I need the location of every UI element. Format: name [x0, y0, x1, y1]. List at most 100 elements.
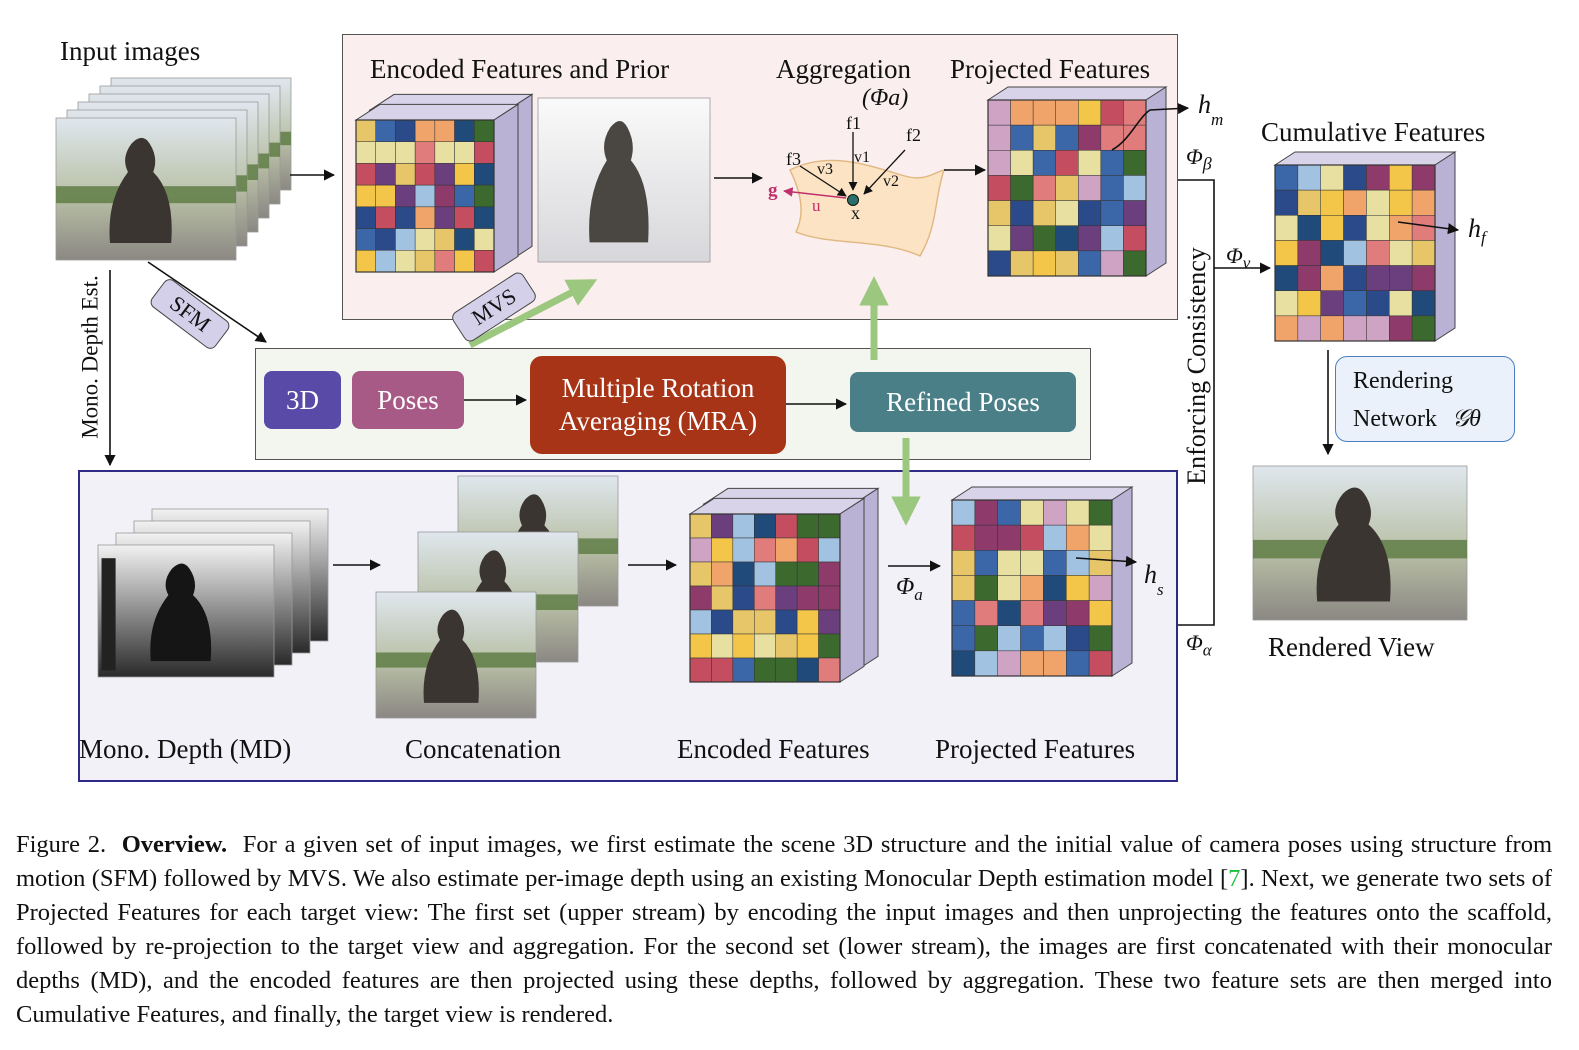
feature-cell [754, 609, 776, 635]
overview-figure: Input images Encoded Features and Prior … [55, 34, 1515, 782]
rendering-network-box: Rendering Network 𝒢θ [1335, 356, 1515, 442]
feature-cell [711, 537, 734, 563]
feature-cell [1297, 315, 1321, 342]
feature-cell [355, 184, 376, 208]
feature-cell [1100, 124, 1124, 151]
phi-v-main: Φ [1226, 243, 1243, 268]
scaffold-prior-image [537, 97, 711, 263]
feature-cell [818, 609, 841, 635]
feature-cell [1274, 290, 1299, 317]
figure-caption: Figure 2. Overview. For a given set of i… [16, 828, 1552, 1032]
agg-f2: f2 [906, 125, 921, 145]
input-images-label: Input images [60, 36, 201, 66]
phi-beta-symbol: Φβ [1186, 144, 1212, 174]
feature-cell [711, 609, 734, 635]
feature-cell [1123, 250, 1147, 277]
feature-cell [474, 141, 495, 164]
feature-cell [1320, 164, 1344, 191]
feature-cell [1297, 240, 1321, 266]
feature-cell [1366, 240, 1390, 266]
feature-cell [796, 657, 819, 683]
feature-cell [1032, 225, 1056, 252]
h-m-sub: m [1211, 110, 1224, 130]
h-s-main: h [1144, 560, 1157, 589]
feature-cell [1010, 99, 1034, 126]
agg-ray-f2 [863, 149, 906, 195]
feature-cell [1010, 200, 1034, 226]
feature-cell [796, 513, 819, 539]
feature-cell [1100, 250, 1124, 277]
feature-cell [1078, 124, 1102, 151]
feature-cell [1078, 225, 1102, 252]
feature-cell [454, 119, 475, 142]
feature-cell [1088, 499, 1113, 526]
feature-cell [732, 561, 755, 587]
feature-cell [395, 250, 416, 273]
caption-title: Overview. [121, 831, 228, 858]
cube-side-face [1434, 151, 1456, 342]
feature-cell [796, 609, 819, 635]
feature-cell [987, 124, 1011, 151]
feature-cell [395, 228, 416, 251]
concat-image-front [375, 591, 537, 719]
feature-cell [474, 119, 495, 142]
feature-cell [754, 585, 776, 611]
feature-cell [951, 625, 976, 652]
feature-cell [1010, 124, 1034, 151]
feature-cell [775, 609, 798, 635]
feature-cell [1274, 164, 1299, 191]
feature-cell [689, 633, 712, 659]
feature-cell [974, 524, 998, 551]
agg-ray-f3 [799, 165, 847, 197]
agg-f3: f3 [786, 149, 801, 169]
feature-cell [1032, 150, 1056, 176]
feature-cell [1320, 290, 1344, 317]
caption-citation-link[interactable]: 7 [1228, 865, 1241, 892]
pill-mra: Multiple Rotation Averaging (MRA) [530, 356, 786, 454]
phi-beta-sub: β [1202, 153, 1212, 174]
feature-cell [818, 561, 841, 587]
feature-cell [1043, 650, 1067, 677]
feature-cell [1066, 550, 1090, 576]
feature-cell [1123, 150, 1147, 176]
feature-cell [1043, 600, 1067, 626]
feature-cell [1274, 240, 1299, 266]
projected-features-top-cube [986, 86, 1168, 277]
feature-cell [1320, 189, 1344, 216]
feature-cell [375, 163, 396, 186]
feature-cell [1032, 99, 1056, 126]
feature-cell [775, 657, 798, 683]
feature-cell [1366, 265, 1390, 291]
feature-cell [1320, 315, 1344, 342]
feature-cell [732, 537, 755, 563]
feature-cell [1100, 175, 1124, 201]
feature-cell [775, 513, 798, 539]
feature-cell [395, 163, 416, 186]
caption-text-2: ]. Next, we generate two sets of Project… [16, 865, 1552, 1028]
feature-cell [711, 513, 734, 539]
phi-beta-main: Φ [1186, 144, 1203, 169]
feature-cell [1020, 600, 1044, 626]
feature-cell [1055, 250, 1079, 277]
feature-cell [1066, 650, 1090, 677]
photo-statue [589, 120, 649, 243]
feature-cell [997, 625, 1021, 652]
cube-top-face [354, 103, 520, 121]
feature-cell [414, 250, 436, 273]
feature-cell [1078, 99, 1102, 126]
rendering-network-line2: Network [1353, 406, 1437, 432]
photo-statue [150, 563, 212, 662]
connector-arrows [55, 77, 1468, 719]
feature-cell [395, 206, 416, 229]
cube-top-face [950, 486, 1134, 501]
feature-cell [974, 499, 998, 526]
feature-cell [1010, 225, 1034, 252]
pill-3d: 3D [264, 371, 341, 429]
feature-cell [1366, 164, 1390, 191]
green-arrow-mvs [468, 278, 598, 349]
feature-cell [1100, 225, 1124, 252]
feature-cell [997, 499, 1021, 526]
feature-cell [1343, 164, 1367, 191]
feature-cell [775, 537, 798, 563]
feature-cell [796, 561, 819, 587]
